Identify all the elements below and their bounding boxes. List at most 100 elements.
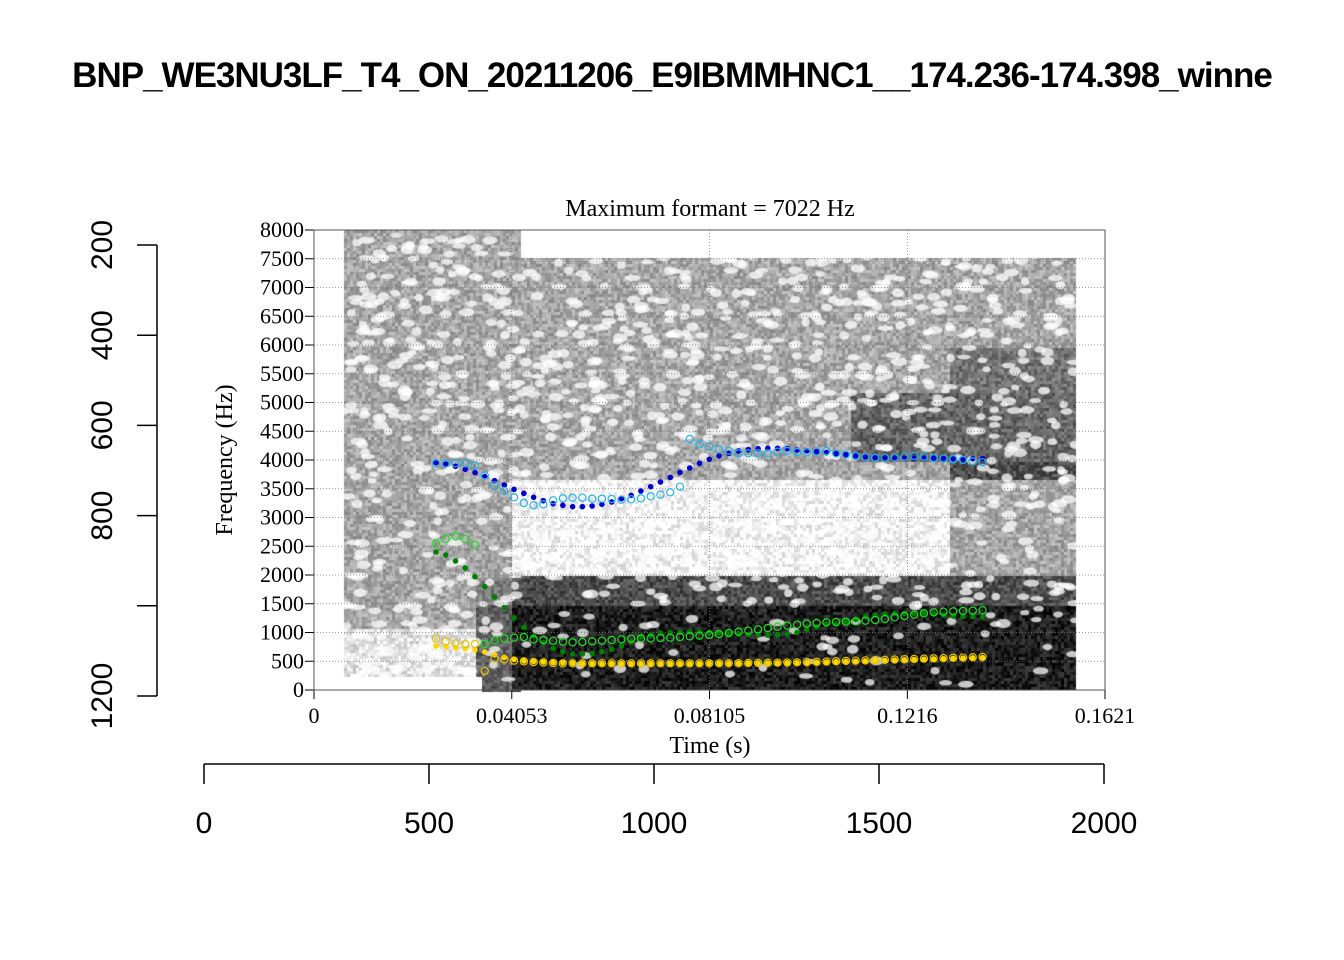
formant-point (490, 481, 499, 490)
formant-point (568, 638, 577, 647)
formant-point (735, 631, 742, 637)
formant-point (597, 636, 607, 645)
formant-point (480, 639, 489, 649)
formant-point (755, 632, 761, 638)
formant-point (753, 449, 763, 458)
formant-point (569, 651, 576, 657)
formant-point (667, 474, 674, 481)
formant-point (685, 434, 694, 444)
formant-point (870, 453, 880, 463)
formant-point (851, 617, 860, 626)
y-tick-label: 2500 (260, 533, 304, 558)
formant-point (480, 471, 489, 480)
formant-point (802, 619, 812, 628)
formant-point (823, 659, 830, 665)
formant-point (773, 447, 782, 456)
formant-point (735, 660, 742, 667)
formant-point (578, 493, 587, 502)
formant-point (960, 655, 966, 661)
formant-point (511, 656, 517, 663)
formant-point (521, 658, 527, 664)
formant-point (843, 451, 849, 458)
formant-point (978, 606, 987, 615)
formant-point (491, 594, 498, 600)
formant-point (470, 540, 480, 550)
formant-point (714, 629, 724, 639)
formant-point (725, 630, 732, 637)
bottom-axis-tick-label: 500 (404, 807, 454, 840)
formant-point (978, 652, 987, 662)
formant-point (753, 658, 763, 668)
bottom-axis-tick-label: 0 (196, 807, 213, 840)
formant-point (891, 455, 898, 462)
formant-point (900, 611, 909, 621)
formant-point (599, 648, 605, 655)
formant-point (705, 659, 714, 668)
formant-point (539, 500, 548, 509)
formant-point (675, 632, 685, 642)
formant-point (930, 455, 937, 462)
formant-point (530, 494, 537, 501)
formant-point (794, 659, 800, 666)
formant-point (773, 622, 782, 631)
formant-point (753, 625, 763, 634)
formant-point (812, 657, 821, 667)
formant-point (861, 616, 870, 625)
formant-point (784, 631, 791, 637)
formant-point (550, 645, 556, 652)
formant-point (929, 608, 938, 617)
formant-point (667, 660, 674, 667)
formant-point (442, 461, 449, 467)
y-tick-label: 3500 (260, 476, 304, 501)
main-title: BNP_WE3NU3LF_T4_ON_20211206_E9IBMMHNC1__… (72, 56, 1273, 95)
formant-point (568, 493, 577, 502)
formant-point (608, 660, 615, 667)
formant-point (960, 613, 966, 620)
formant-point (958, 653, 968, 662)
formant-point (724, 659, 733, 668)
series-f3_open (431, 434, 987, 510)
formant-point (774, 660, 781, 666)
formant-point (921, 656, 927, 663)
formant-point (656, 659, 665, 668)
formant-point (822, 657, 831, 666)
formant-point (969, 613, 976, 620)
formant-point (862, 453, 869, 460)
formant-point (647, 660, 654, 667)
formant-point (548, 658, 558, 668)
x-tick-label: 0.04053 (476, 703, 548, 728)
formant-point (481, 583, 488, 590)
formant-point (500, 634, 509, 643)
formant-point (774, 632, 781, 638)
y-tick-label: 1500 (260, 591, 304, 616)
formant-point (636, 634, 646, 643)
formant-point (666, 488, 675, 497)
formant-point (705, 630, 714, 640)
formant-point (685, 659, 694, 668)
formant-point (872, 657, 878, 664)
formant-point (949, 455, 958, 464)
formant-point (744, 626, 753, 635)
formant-point (529, 657, 538, 667)
y-tick-label: 4000 (260, 447, 304, 472)
formant-point (501, 482, 508, 488)
formant-point (763, 623, 773, 633)
formant-point (831, 449, 841, 458)
formant-point (481, 649, 488, 655)
formant-point (861, 656, 870, 665)
formant-point (470, 461, 480, 470)
formant-point (968, 457, 977, 466)
formant-point (578, 637, 587, 647)
formant-point (452, 558, 459, 564)
formant-point (870, 655, 880, 665)
formant-point (792, 620, 802, 629)
formant-point (646, 659, 655, 668)
formant-point (441, 534, 450, 544)
series-f2_filled (433, 549, 986, 657)
formant-point (880, 614, 890, 624)
left-axis-tick-label: 800 (86, 491, 119, 541)
formant-point (802, 448, 812, 457)
formant-point (831, 657, 841, 666)
formant-point (589, 660, 595, 667)
formant-point (929, 453, 938, 463)
